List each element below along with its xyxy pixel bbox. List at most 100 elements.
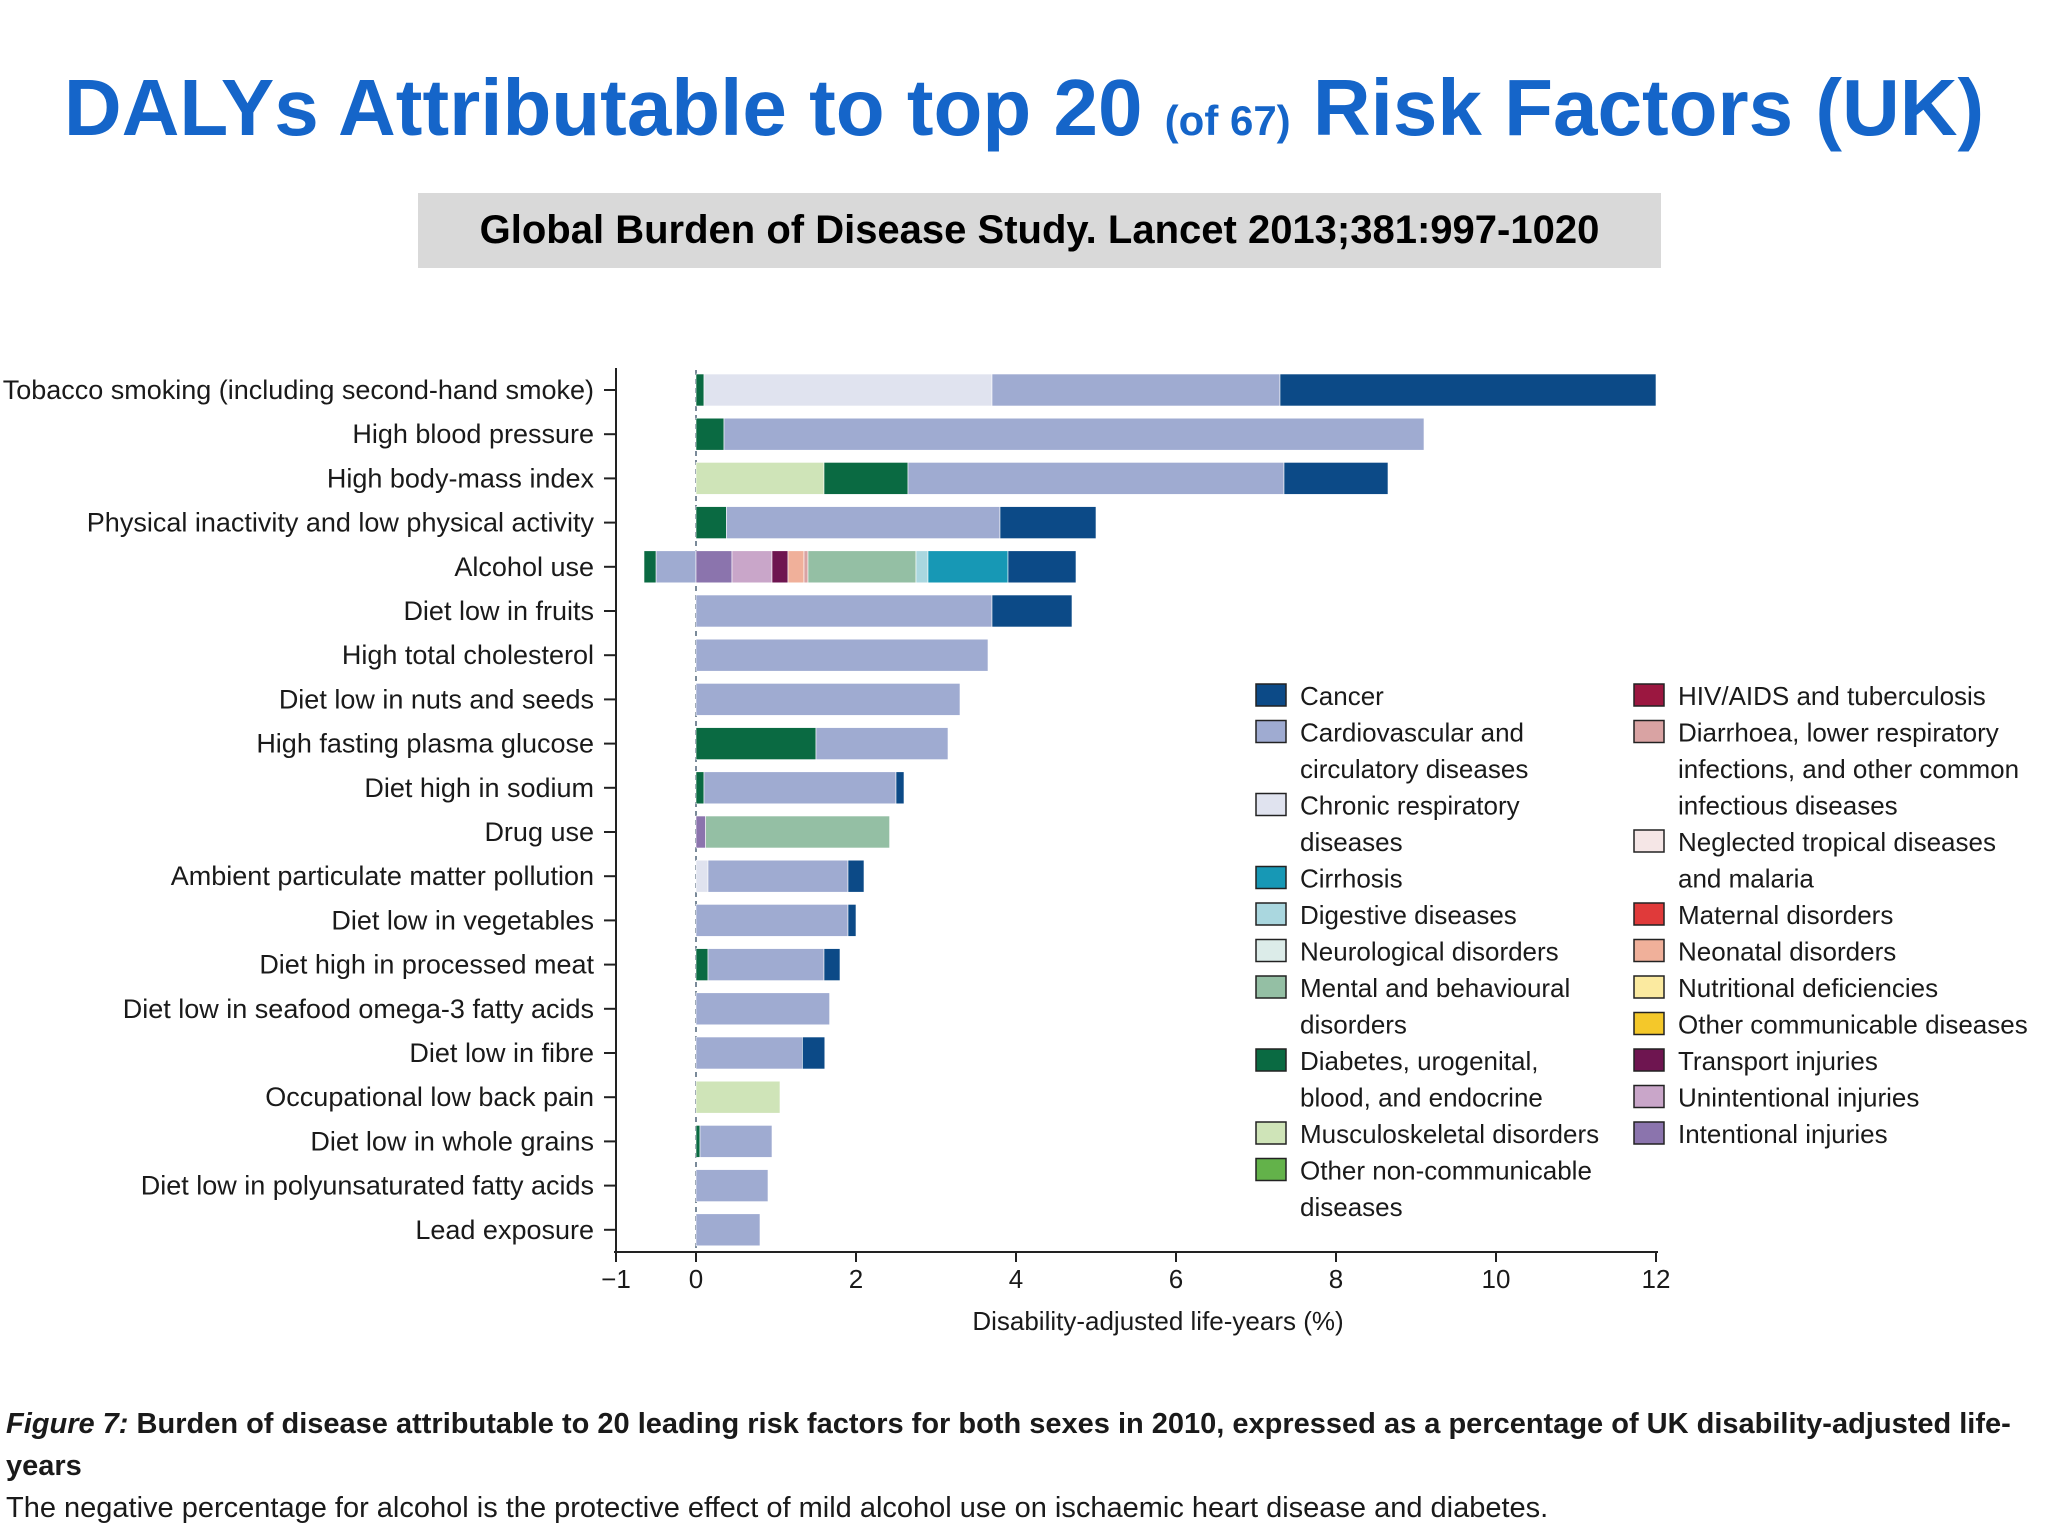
y-tick-label: High fasting plasma glucose bbox=[256, 729, 594, 759]
legend-swatch-neglected-tropical-diseases-and-malaria bbox=[1633, 829, 1665, 853]
legend-label: diseases bbox=[1300, 827, 1403, 857]
bar-segment-diet-low-in-whole-grains-0 bbox=[695, 1125, 701, 1158]
bar-segment-diet-low-in-polyunsaturated-fatty-acids-0 bbox=[695, 1169, 769, 1202]
title-suffix: Risk Factors (UK) bbox=[1312, 63, 1985, 152]
legend-label: disorders bbox=[1300, 1010, 1407, 1040]
bar-segment-diet-high-in-sodium-0 bbox=[695, 771, 705, 805]
bar-segment-high-body-mass-index-3 bbox=[1283, 462, 1389, 495]
legend-swatch-chronic-respiratory-diseases bbox=[1255, 792, 1287, 817]
figure-caption: Figure 7: Burden of disease attributable… bbox=[6, 1403, 2046, 1529]
bar-segment-high-body-mass-index-0 bbox=[695, 462, 825, 495]
x-tick-label: 4 bbox=[1009, 1264, 1023, 1294]
bar-segment-tobacco-smoking-including-second-hand-smoke-0 bbox=[695, 373, 705, 407]
legend-swatch-unintentional-injuries bbox=[1633, 1084, 1665, 1109]
bar-segment-high-fasting-plasma-glucose-1 bbox=[815, 727, 949, 760]
legend-swatch-cirrhosis bbox=[1255, 865, 1287, 890]
legend-swatch-mental-and-behavioural-disorders bbox=[1255, 975, 1287, 999]
bar-segment-high-body-mass-index-1 bbox=[823, 462, 909, 495]
legend-label: and malaria bbox=[1678, 864, 1814, 894]
legend-label: Diarrhoea, lower respiratory bbox=[1678, 718, 1999, 748]
x-axis-label: Disability-adjusted life-years (%) bbox=[972, 1306, 1343, 1336]
slide-title: DALYs Attributable to top 20 (of 67) Ris… bbox=[0, 58, 2048, 171]
bar-segment-alcohol-use-6 bbox=[803, 550, 809, 584]
legend-swatch-digestive-diseases bbox=[1255, 902, 1287, 926]
citation-box: Global Burden of Disease Study. Lancet 2… bbox=[418, 193, 1661, 268]
bar-segment-alcohol-use-8 bbox=[915, 550, 929, 584]
bar-segment-diet-high-in-processed-meat-1 bbox=[707, 948, 825, 981]
y-tick-label: Diet high in sodium bbox=[364, 773, 594, 803]
y-tick-label: Diet low in fruits bbox=[403, 596, 594, 626]
bar-segment-diet-low-in-vegetables-0 bbox=[695, 904, 849, 937]
bar-segment-lead-exposure-0 bbox=[695, 1213, 761, 1247]
legend-swatch-cancer bbox=[1255, 683, 1287, 707]
bar-segment-ambient-particulate-matter-pollution-1 bbox=[707, 859, 849, 893]
bar-segment-alcohol-use-9 bbox=[927, 550, 1009, 584]
bar-segment-tobacco-smoking-including-second-hand-smoke-1 bbox=[703, 373, 993, 407]
bar-segment-diet-low-in-vegetables-1 bbox=[847, 904, 857, 937]
bar-segment-physical-inactivity-and-low-physical-activity-0 bbox=[695, 506, 727, 539]
bar-segment-drug-use-1 bbox=[705, 815, 890, 849]
legend-label: Cirrhosis bbox=[1300, 864, 1403, 894]
legend-label: infections, and other common bbox=[1678, 754, 2019, 784]
bar-segment-alcohol-use-2 bbox=[695, 550, 733, 584]
legend-swatch-diabetes-urogenital-blood-and-endocrine bbox=[1255, 1048, 1287, 1072]
legend-swatch-neurological-disorders bbox=[1255, 938, 1287, 963]
x-tick-label: 6 bbox=[1169, 1264, 1183, 1294]
legend-label: Intentional injuries bbox=[1678, 1119, 1888, 1149]
bar-segment-high-blood-pressure-0 bbox=[695, 417, 725, 451]
bar-segment-tobacco-smoking-including-second-hand-smoke-2 bbox=[991, 373, 1281, 407]
y-tick-label: Ambient particulate matter pollution bbox=[171, 861, 594, 891]
y-tick-label: Occupational low back pain bbox=[265, 1082, 594, 1112]
y-tick-label: Diet low in whole grains bbox=[310, 1126, 594, 1156]
bar-segment-occupational-low-back-pain-0 bbox=[695, 1080, 781, 1114]
x-tick-label: 0 bbox=[689, 1264, 703, 1294]
bar-segment-diet-low-in-fibre-1 bbox=[802, 1036, 826, 1070]
legend-label: Mental and behavioural bbox=[1300, 973, 1570, 1003]
legend-swatch-hiv-aids-and-tuberculosis bbox=[1633, 683, 1665, 707]
x-tick-label: 2 bbox=[849, 1264, 863, 1294]
legend-label: Nutritional deficiencies bbox=[1678, 973, 1938, 1003]
bar-segment-high-total-cholesterol-0 bbox=[695, 638, 989, 672]
bar-segment-diet-low-in-fibre-0 bbox=[695, 1036, 803, 1070]
legend-label: Neurological disorders bbox=[1300, 937, 1559, 967]
bar-segment-diet-low-in-seafood-omega-3-fatty-acids-0 bbox=[695, 992, 830, 1026]
legend-label: Cancer bbox=[1300, 681, 1384, 711]
y-tick-label: Physical inactivity and low physical act… bbox=[87, 508, 595, 538]
x-tick-label: 10 bbox=[1482, 1264, 1511, 1294]
y-tick-label: Diet low in seafood omega-3 fatty acids bbox=[123, 994, 594, 1024]
legend-swatch-other-communicable-diseases bbox=[1633, 1011, 1665, 1036]
legend-swatch-intentional-injuries bbox=[1633, 1121, 1665, 1145]
legend-swatch-maternal-disorders bbox=[1633, 902, 1665, 926]
y-tick-label: High blood pressure bbox=[352, 419, 594, 449]
x-tick-label: 12 bbox=[1642, 1264, 1671, 1294]
y-tick-label: Diet high in processed meat bbox=[259, 950, 594, 980]
figure-title: Burden of disease attributable to 20 lea… bbox=[6, 1408, 2011, 1482]
legend-label: infectious diseases bbox=[1678, 791, 1898, 821]
bar-segment-drug-use-0 bbox=[695, 815, 706, 849]
legend-label: Chronic respiratory bbox=[1300, 791, 1520, 821]
y-tick-label: Diet low in polyunsaturated fatty acids bbox=[141, 1171, 594, 1201]
bar-segment-diet-high-in-sodium-2 bbox=[895, 771, 905, 805]
bar-segment-alcohol-use-7 bbox=[807, 550, 917, 584]
legend-label: diseases bbox=[1300, 1192, 1403, 1222]
bar-segment-diet-high-in-processed-meat-2 bbox=[823, 948, 841, 981]
legend-label: Unintentional injuries bbox=[1678, 1083, 1919, 1113]
legend-label: circulatory diseases bbox=[1300, 754, 1528, 784]
legend-label: Other non-communicable bbox=[1300, 1156, 1592, 1186]
figure-label: Figure 7: bbox=[6, 1408, 129, 1440]
y-tick-label: Diet low in fibre bbox=[409, 1038, 594, 1068]
legend-swatch-neonatal-disorders bbox=[1633, 938, 1665, 963]
bar-segment-physical-inactivity-and-low-physical-activity-2 bbox=[999, 506, 1097, 539]
legend-label: Musculoskeletal disorders bbox=[1300, 1119, 1599, 1149]
figure-note: The negative percentage for alcohol is t… bbox=[6, 1492, 1549, 1524]
legend-swatch-cardiovascular-and-circulatory-diseases bbox=[1255, 719, 1287, 744]
legend-swatch-diarrhoea-lower-respiratory-infections-and-other-common-infectious-diseases bbox=[1633, 719, 1665, 744]
legend-label: Cardiovascular and bbox=[1300, 718, 1524, 748]
legend-swatch-musculoskeletal-disorders bbox=[1255, 1121, 1287, 1145]
bar-segment-diet-low-in-fruits-1 bbox=[991, 594, 1073, 628]
legend-swatch-nutritional-deficiencies bbox=[1633, 975, 1665, 999]
bar-segment-diet-low-in-whole-grains-1 bbox=[699, 1125, 773, 1158]
x-tick-label: 8 bbox=[1329, 1264, 1343, 1294]
bar-segment-alcohol-use-4 bbox=[771, 550, 789, 584]
bar-segment-diet-low-in-nuts-and-seeds-0 bbox=[695, 683, 961, 716]
